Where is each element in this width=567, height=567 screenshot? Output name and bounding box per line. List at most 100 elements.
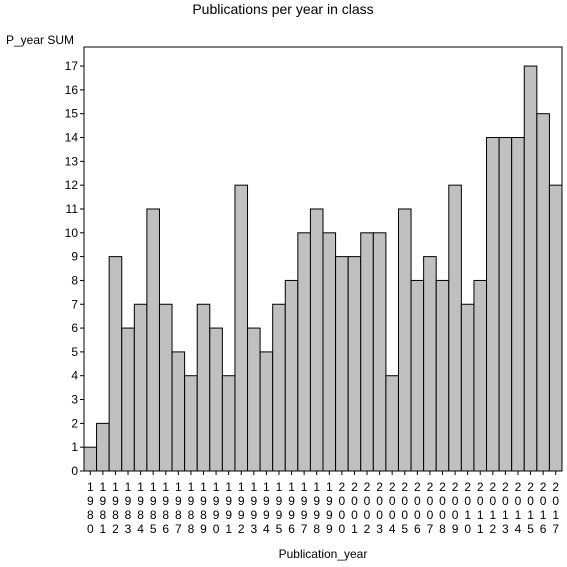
y-tick-label: 8 xyxy=(71,273,78,287)
bar-2011 xyxy=(473,279,488,472)
bar-1990 xyxy=(209,327,223,472)
y-tick-label: 15 xyxy=(65,107,79,121)
bar-1980 xyxy=(83,446,98,472)
bar-1997 xyxy=(297,232,311,472)
bar-1983 xyxy=(121,327,135,472)
bar-2012 xyxy=(486,137,500,472)
bar-2015 xyxy=(523,65,538,472)
y-tick-label: 0 xyxy=(71,464,78,478)
bar-2013 xyxy=(498,137,513,472)
bar-1994 xyxy=(259,351,274,472)
y-tick-label: 7 xyxy=(71,297,78,311)
y-tick-label: 13 xyxy=(65,154,79,168)
bar-1987 xyxy=(171,351,186,472)
chart-title: Publications per year in class xyxy=(192,1,373,17)
x-axis-label: Publication_year xyxy=(279,547,368,561)
bar-2016 xyxy=(536,113,550,472)
bar-1982 xyxy=(108,256,123,472)
bar-1999 xyxy=(322,232,337,472)
bar-1998 xyxy=(309,208,324,472)
bar-2004 xyxy=(385,375,399,472)
bar-2002 xyxy=(360,232,374,472)
bar-2014 xyxy=(511,137,525,472)
bar-1991 xyxy=(221,375,236,472)
bar-1993 xyxy=(247,327,261,472)
bar-1989 xyxy=(196,303,211,472)
y-axis-label: P_year SUM xyxy=(6,33,74,47)
bars-group xyxy=(83,65,563,472)
bar-2006 xyxy=(410,279,425,472)
bar-2009 xyxy=(448,184,462,472)
y-tick-label: 17 xyxy=(65,59,79,73)
bar-2008 xyxy=(435,279,450,472)
y-tick-label: 11 xyxy=(66,202,79,216)
bar-2000 xyxy=(335,256,349,472)
bar-1995 xyxy=(272,303,286,472)
bar-2005 xyxy=(397,208,412,472)
bar-2003 xyxy=(372,232,387,472)
bar-2010 xyxy=(460,303,475,472)
bar-1996 xyxy=(284,279,299,472)
y-tick-label: 12 xyxy=(65,178,79,192)
y-tick-label: 9 xyxy=(71,250,78,264)
y-tick-label: 5 xyxy=(71,345,78,359)
y-tick-label: 6 xyxy=(71,321,78,335)
bar-1985 xyxy=(146,208,160,472)
y-tick-label: 3 xyxy=(71,393,78,407)
x-ticks-group: 1 9 8 0 1 9 8 1 1 9 8 2 1 9 8 3 1 9 8 4 1 9 8 5 1 9 8 6 1 9 8 7 1 9 8 8 1 9 8 9… xyxy=(87,471,559,536)
bar-1988 xyxy=(184,375,198,472)
y-tick-label: 1 xyxy=(71,440,78,454)
bar-2001 xyxy=(347,256,362,472)
bar-1984 xyxy=(133,303,148,472)
y-tick-label: 14 xyxy=(65,131,79,145)
bar-1981 xyxy=(96,422,110,472)
bar-2017 xyxy=(548,184,563,472)
bar-2007 xyxy=(423,256,437,472)
y-tick-label: 2 xyxy=(71,416,78,430)
y-tick-label: 16 xyxy=(65,83,79,97)
bar-1986 xyxy=(158,303,173,472)
bar-1992 xyxy=(234,184,249,472)
y-tick-label: 10 xyxy=(65,226,79,240)
y-tick-label: 4 xyxy=(71,369,78,383)
